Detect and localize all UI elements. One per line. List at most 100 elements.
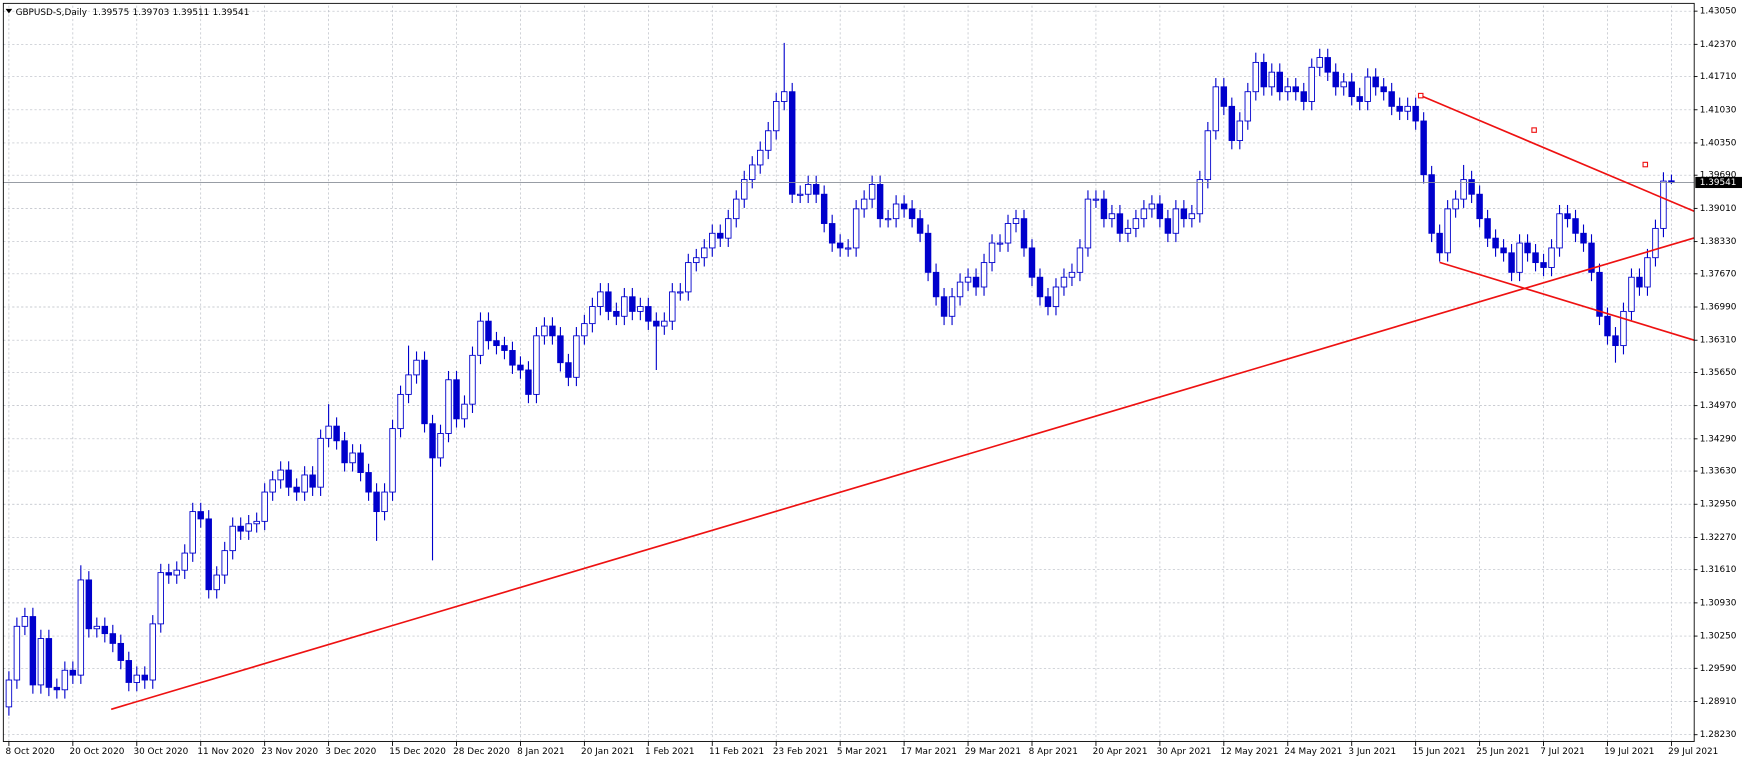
- trendline-handle: [1642, 161, 1649, 168]
- candle-body: [1036, 276, 1044, 298]
- y-tick-label: 1.30930: [1700, 598, 1737, 608]
- x-tick-label: 15 Jun 2021: [1412, 747, 1465, 757]
- x-tick-label: 20 Oct 2020: [70, 747, 125, 757]
- y-tick-label: 1.28910: [1700, 697, 1737, 707]
- candle-body: [685, 262, 692, 293]
- candle-body: [1244, 91, 1252, 122]
- candle-body: [701, 247, 708, 259]
- candle-body: [133, 674, 141, 683]
- candle-body: [812, 184, 820, 195]
- x-tick-label: 11 Nov 2020: [197, 747, 254, 757]
- candle-body: [1484, 218, 1491, 239]
- candle-body: [1380, 86, 1387, 93]
- y-tick-label: 1.29590: [1700, 664, 1737, 674]
- candle-body: [381, 491, 388, 513]
- candle-body: [1012, 218, 1020, 224]
- candle-body: [541, 325, 548, 337]
- candle-body: [1228, 105, 1236, 141]
- y-tick-label: 1.30250: [1700, 632, 1737, 642]
- y-tick-label: 1.36990: [1700, 303, 1737, 313]
- candle-body: [1060, 276, 1068, 288]
- candle-body: [141, 674, 148, 681]
- current-price-label: 1.39541: [1700, 178, 1737, 188]
- candle-body: [765, 130, 772, 151]
- candle-body: [1348, 81, 1355, 98]
- candle-body: [1644, 257, 1651, 288]
- x-tick-label: 12 May 2021: [1220, 747, 1278, 757]
- candle-body: [93, 625, 101, 630]
- candle-body: [1652, 227, 1659, 259]
- trendline: [1439, 261, 1695, 341]
- candle-body: [780, 91, 788, 102]
- candle-body: [445, 379, 452, 434]
- candle-body: [1452, 198, 1459, 210]
- candle-body: [645, 306, 652, 322]
- candle-body: [1500, 247, 1507, 254]
- candle-body: [964, 276, 972, 283]
- candle-body: [373, 491, 380, 513]
- y-tick-label: 1.33630: [1700, 467, 1737, 477]
- trendlines: [110, 92, 1695, 711]
- candle-body: [1604, 315, 1611, 337]
- candle-body: [205, 518, 212, 591]
- candle-body: [836, 242, 844, 249]
- candle-body: [437, 433, 444, 459]
- candle-body: [1444, 208, 1451, 254]
- candle-body: [1324, 57, 1331, 73]
- candle-body: [796, 193, 804, 196]
- candles: [3, 42, 1695, 716]
- candle-body: [285, 469, 292, 488]
- candle-body: [1612, 335, 1619, 347]
- x-tick-label: 23 Feb 2021: [773, 747, 828, 757]
- candle-body: [669, 291, 676, 322]
- candle-body: [125, 660, 133, 683]
- candle-body: [461, 403, 468, 420]
- y-tick-label: 1.42370: [1700, 40, 1737, 50]
- x-tick-label: 11 Feb 2021: [709, 747, 764, 757]
- axes: 1.43050 1.42370 1.41710 1.41030 1.40350 1.396…: [6, 7, 1742, 757]
- candle-body: [589, 306, 596, 325]
- candle-body: [1660, 180, 1667, 229]
- candle-body: [533, 335, 540, 395]
- candle-body: [1532, 252, 1539, 264]
- candle-body: [173, 569, 180, 576]
- candle-body: [1180, 208, 1188, 220]
- candle-body: [1172, 208, 1180, 234]
- candle-body: [1292, 86, 1299, 93]
- candle-body: [1396, 105, 1403, 112]
- close-value: 1.39541: [213, 8, 250, 18]
- candle-body: [1236, 120, 1244, 141]
- candle-body: [429, 423, 436, 459]
- trendline-handle: [1417, 92, 1424, 99]
- candle-body: [413, 359, 420, 376]
- y-tick-label: 1.41030: [1700, 105, 1737, 115]
- candle-body: [1148, 203, 1156, 210]
- symbol-title: GBPUSD-S,Daily: [16, 8, 87, 18]
- candle-body: [741, 179, 748, 200]
- candle-body: [1044, 296, 1052, 307]
- y-tick-label: 1.37670: [1700, 269, 1737, 279]
- candle-body: [1340, 81, 1347, 88]
- x-tick-label: 29 Mar 2021: [965, 747, 1021, 757]
- x-tick-label: 8 Jan 2021: [517, 747, 565, 757]
- x-tick-label: 20 Jan 2021: [581, 747, 634, 757]
- candle-body: [613, 310, 620, 317]
- y-tick-label: 1.31610: [1700, 565, 1737, 575]
- candle-body: [565, 362, 572, 378]
- candle-body: [1116, 213, 1124, 234]
- candle-body: [421, 359, 428, 425]
- candle-body: [749, 164, 756, 181]
- x-tick-label: 8 Oct 2020: [6, 747, 56, 757]
- candle-body: [876, 184, 884, 220]
- candle-body: [1516, 242, 1523, 273]
- candle-body: [1300, 91, 1307, 102]
- candle-body: [453, 379, 460, 420]
- x-tick-label: 3 Jun 2021: [1348, 747, 1396, 757]
- candle-body: [1404, 105, 1411, 112]
- candle-body: [948, 296, 956, 317]
- candle-body: [1092, 198, 1100, 201]
- open-value: 1.39575: [93, 8, 130, 18]
- candle-body: [637, 306, 644, 312]
- candle-body: [1468, 179, 1475, 195]
- high-value: 1.39703: [133, 8, 170, 18]
